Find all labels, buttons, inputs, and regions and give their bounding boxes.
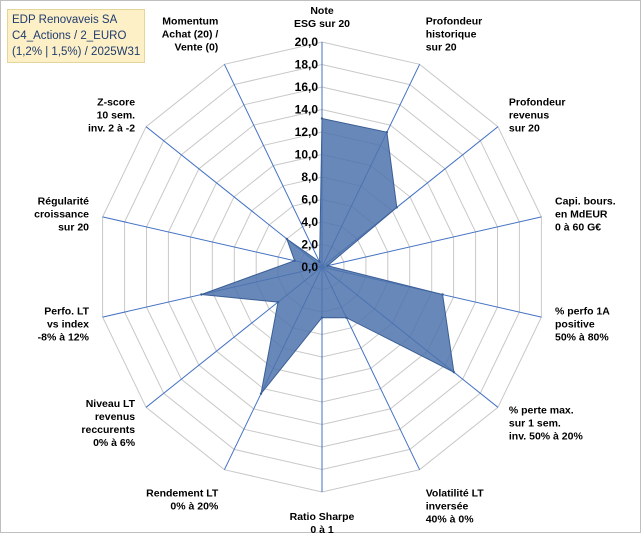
axis-label-3: Profondeur revenus sur 20 [509, 97, 566, 135]
chart-title-line-2: C4_Actions / 2_EURO [12, 30, 127, 42]
tick-label-6: 12,0 [295, 125, 319, 139]
axis-label-8: Ratio Sharpe 0 à 1 [290, 511, 355, 533]
axis-label-6-line-1: % perte max. [509, 405, 574, 417]
data-point-6 [452, 371, 456, 374]
axis-label-14-line-3: Vente (0) [175, 42, 219, 54]
spoke-12 [102, 216, 323, 268]
axis-label-14-line-1: Momentum [162, 16, 218, 28]
spoke-14 [223, 64, 323, 268]
axis-label-3-line-2: revenus [509, 110, 549, 122]
axis-label-2-line-2: historique [426, 29, 477, 41]
data-point-10 [276, 300, 280, 304]
axis-label-10: Niveau LT revenus reccurents 0% à 6% [81, 398, 135, 449]
axis-label-6-line-2: sur 1 sem. [509, 418, 561, 430]
chart-title-box: EDP Renovaveis SA C4_Actions / 2_EURO (1… [7, 9, 145, 63]
axis-label-2: Profondeur historique sur 20 [426, 16, 483, 54]
axis-label-11: Perfo. LT vs index -8% à 12% [38, 306, 90, 344]
axis-label-2-line-1: Profondeur [426, 16, 483, 28]
axis-label-1-line-2: ESG sur 20 [294, 18, 350, 30]
axis-label-4: Capi. bours. en MdEUR 0 à 60 G€ [555, 196, 616, 234]
chart-title-line-3: (1,2% | 1,5%) / 2025W31 [12, 46, 141, 58]
data-point-7 [345, 316, 348, 319]
axis-label-12-line-1: Régularité [38, 196, 90, 208]
data-point-4 [326, 264, 329, 267]
axis-label-13-line-2: 10 sem. [97, 110, 136, 122]
axis-label-7-line-1: Volatilité LT [426, 487, 485, 499]
chart-title-line-1: EDP Renovaveis SA [12, 14, 118, 26]
axis-label-9: Rendement LT 0% à 20% [146, 487, 219, 512]
axis-label-5: % perfo 1A positive 50% à 80% [555, 306, 610, 344]
axis-label-12-line-2: croissance [34, 209, 89, 221]
data-point-14 [318, 260, 321, 264]
axis-label-12: Régularité croissance sur 20 [34, 196, 89, 234]
axis-label-13-line-1: Z-score [97, 97, 135, 109]
axis-label-11-line-2: vs index [47, 319, 89, 331]
spoke-4 [321, 216, 542, 268]
axis-label-7-line-3: 40% à 0% [426, 513, 475, 525]
tick-label-2: 4,0 [301, 215, 318, 229]
axis-label-7: Volatilité LT inversée 40% à 0% [426, 487, 485, 525]
axis-label-12-line-3: sur 20 [58, 222, 89, 234]
axis-label-6-line-3: inv. 50% à 20% [509, 431, 584, 443]
axis-label-13: Z-score 10 sem. inv. 2 à -2 [88, 97, 135, 135]
axis-label-6: % perte max. sur 1 sem. inv. 50% à 20% [509, 405, 584, 443]
data-point-2 [385, 131, 389, 134]
data-point-12 [293, 259, 296, 262]
axis-label-11-line-3: -8% à 12% [38, 332, 90, 344]
tick-label-8: 16,0 [295, 80, 319, 94]
axis-label-7-line-2: inversée [426, 500, 469, 512]
tick-label-5: 10,0 [295, 148, 319, 162]
tick-label-4: 8,0 [301, 170, 318, 184]
axis-label-9-line-2: 0% à 20% [170, 500, 219, 512]
axis-label-1: Note ESG sur 20 [294, 5, 350, 30]
data-point-9 [259, 392, 263, 395]
axis-label-8-line-2: 0 à 1 [310, 524, 334, 533]
data-point-11 [200, 293, 203, 296]
axis-label-11-line-1: Perfo. LT [44, 306, 89, 318]
tick-label-0: 0,0 [301, 260, 318, 274]
axis-label-1-line-1: Note [310, 5, 333, 17]
axis-label-5-line-1: % perfo 1A [555, 306, 610, 318]
axis-label-10-line-1: Niveau LT [86, 398, 136, 410]
tick-label-9: 18,0 [295, 58, 319, 72]
tick-label-7: 14,0 [295, 103, 319, 117]
data-point-13 [285, 237, 288, 241]
axis-label-10-line-2: revenus [95, 411, 135, 423]
axis-label-5-line-2: positive [555, 319, 595, 331]
axis-label-14-line-2: Achat (20) / [162, 29, 219, 41]
data-point-1 [320, 117, 324, 120]
axis-label-4-line-3: 0 à 60 G€ [555, 222, 601, 234]
data-point-8 [320, 316, 324, 319]
axis-label-4-line-2: en MdEUR [555, 209, 608, 221]
axis-label-10-line-3: reccurents [81, 424, 135, 436]
tick-label-1: 2,0 [301, 238, 318, 252]
axis-label-5-line-3: 50% à 80% [555, 332, 609, 344]
axis-label-2-line-3: sur 20 [426, 42, 457, 54]
axis-label-14: Momentum Achat (20) / Vente (0) [162, 16, 219, 54]
axis-label-10-line-4: 0% à 6% [93, 437, 136, 449]
axis-label-8-line-1: Ratio Sharpe [290, 511, 355, 523]
axis-label-13-line-3: inv. 2 à -2 [88, 123, 135, 135]
tick-label-3: 6,0 [301, 193, 318, 207]
axis-label-4-line-1: Capi. bours. [555, 196, 616, 208]
data-point-3 [395, 206, 398, 209]
axis-label-3-line-3: sur 20 [509, 123, 540, 135]
data-series-polygon [201, 117, 455, 395]
data-point-5 [441, 293, 444, 296]
tick-label-10: 20,0 [295, 35, 319, 49]
axis-label-3-line-1: Profondeur [509, 97, 566, 109]
axis-label-9-line-1: Rendement LT [146, 487, 219, 499]
